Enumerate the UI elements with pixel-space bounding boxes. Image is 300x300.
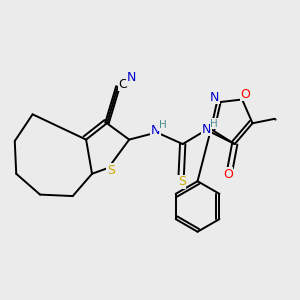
Text: N: N xyxy=(202,123,211,136)
Text: H: H xyxy=(210,119,218,129)
Text: N: N xyxy=(127,71,136,84)
Text: N: N xyxy=(151,124,160,137)
Text: O: O xyxy=(223,168,233,181)
Text: O: O xyxy=(240,88,250,100)
Text: S: S xyxy=(178,175,186,188)
Text: N: N xyxy=(210,91,219,103)
Text: C: C xyxy=(118,77,127,91)
Text: S: S xyxy=(107,164,115,177)
Text: H: H xyxy=(159,120,167,130)
